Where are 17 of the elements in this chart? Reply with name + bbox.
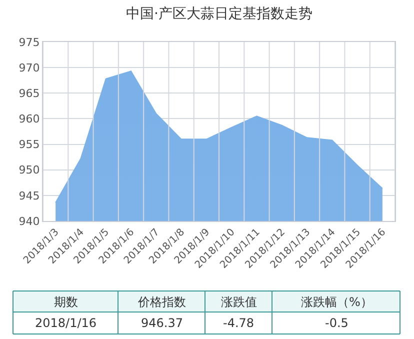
y-tick-label: 945 [18,189,40,202]
y-tick-label: 960 [18,112,40,126]
text: 2018/1/16 [35,316,97,330]
y-tick-label: 975 [18,36,40,49]
y-tick-label: 950 [18,164,40,177]
y-tick-label: 940 [18,214,40,228]
text: 涨跌值 [221,295,257,309]
text: 期数 [54,295,78,309]
text: 946.37 [141,316,183,330]
y-tick-label: 965 [18,86,40,100]
text: -0.5 [325,316,348,330]
text: 价格指数 [137,295,186,309]
y-tick-label: 970 [18,61,40,74]
text: 涨跌幅（%） [301,295,372,309]
y-tick-label: 955 [18,138,40,152]
text: -4.78 [223,316,254,330]
chart-title: 中国·产区大蒜日定基指数走势 [126,6,312,22]
